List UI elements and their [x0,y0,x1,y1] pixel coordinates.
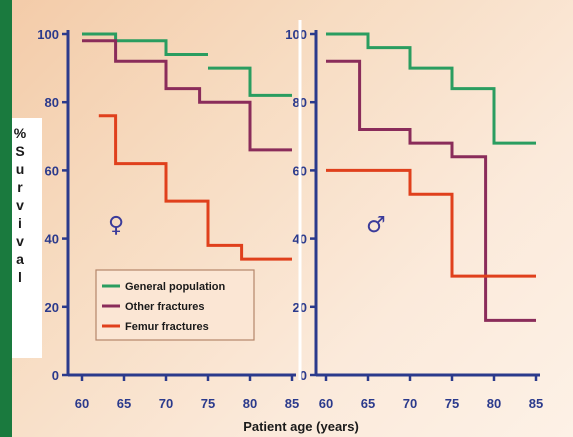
x-tick-label: 60 [319,396,333,411]
left-accent-strip [0,0,12,437]
y-axis-label-char: v [16,197,24,213]
y-axis-label-char: i [18,215,22,231]
y-tick-label: 0 [52,368,59,383]
y-tick-label: 100 [285,27,307,42]
x-tick-label: 75 [201,396,215,411]
y-axis-label-char: u [16,161,25,177]
legend-label: Femur fractures [125,321,209,333]
legend-label: Other fractures [125,301,204,313]
series-line-femur-fractures [326,168,536,278]
series-line-general-population [82,32,208,56]
x-axis-label: Patient age (years) [243,419,359,434]
female-symbol: ♀ [108,213,124,238]
y-tick-label: 60 [45,163,59,178]
x-tick-label: 85 [529,396,543,411]
x-tick-label: 65 [117,396,131,411]
x-tick-label: 60 [75,396,89,411]
male-symbol: ♂ [366,213,386,238]
y-axis-label-char: % [14,125,27,141]
x-tick-label: 80 [243,396,257,411]
legend-box [95,269,255,341]
legend-label: General population [125,281,226,293]
y-tick-label: 80 [45,95,59,110]
y-axis-label-char: r [17,179,23,195]
y-axis-label-char: v [16,233,24,249]
x-tick-label: 70 [403,396,417,411]
x-tick-label: 65 [361,396,375,411]
series-line-femur-fractures [98,114,292,261]
series-line-general-population [208,66,292,97]
y-tick-label: 40 [45,232,59,247]
y-axis-label-char: a [16,251,24,267]
x-tick-label: 85 [285,396,299,411]
x-tick-label: 75 [445,396,459,411]
y-axis-label-char: l [18,269,22,285]
series-line-general-population [326,32,536,145]
y-tick-label: 20 [45,300,59,315]
series-line-other-fractures [82,39,292,152]
y-axis-label-char: S [15,143,24,159]
series-line-other-fractures [326,59,536,322]
ylabel-panel [12,118,42,358]
x-tick-label: 70 [159,396,173,411]
x-tick-label: 80 [487,396,501,411]
y-tick-label: 0 [300,368,307,383]
y-tick-label: 100 [37,27,59,42]
